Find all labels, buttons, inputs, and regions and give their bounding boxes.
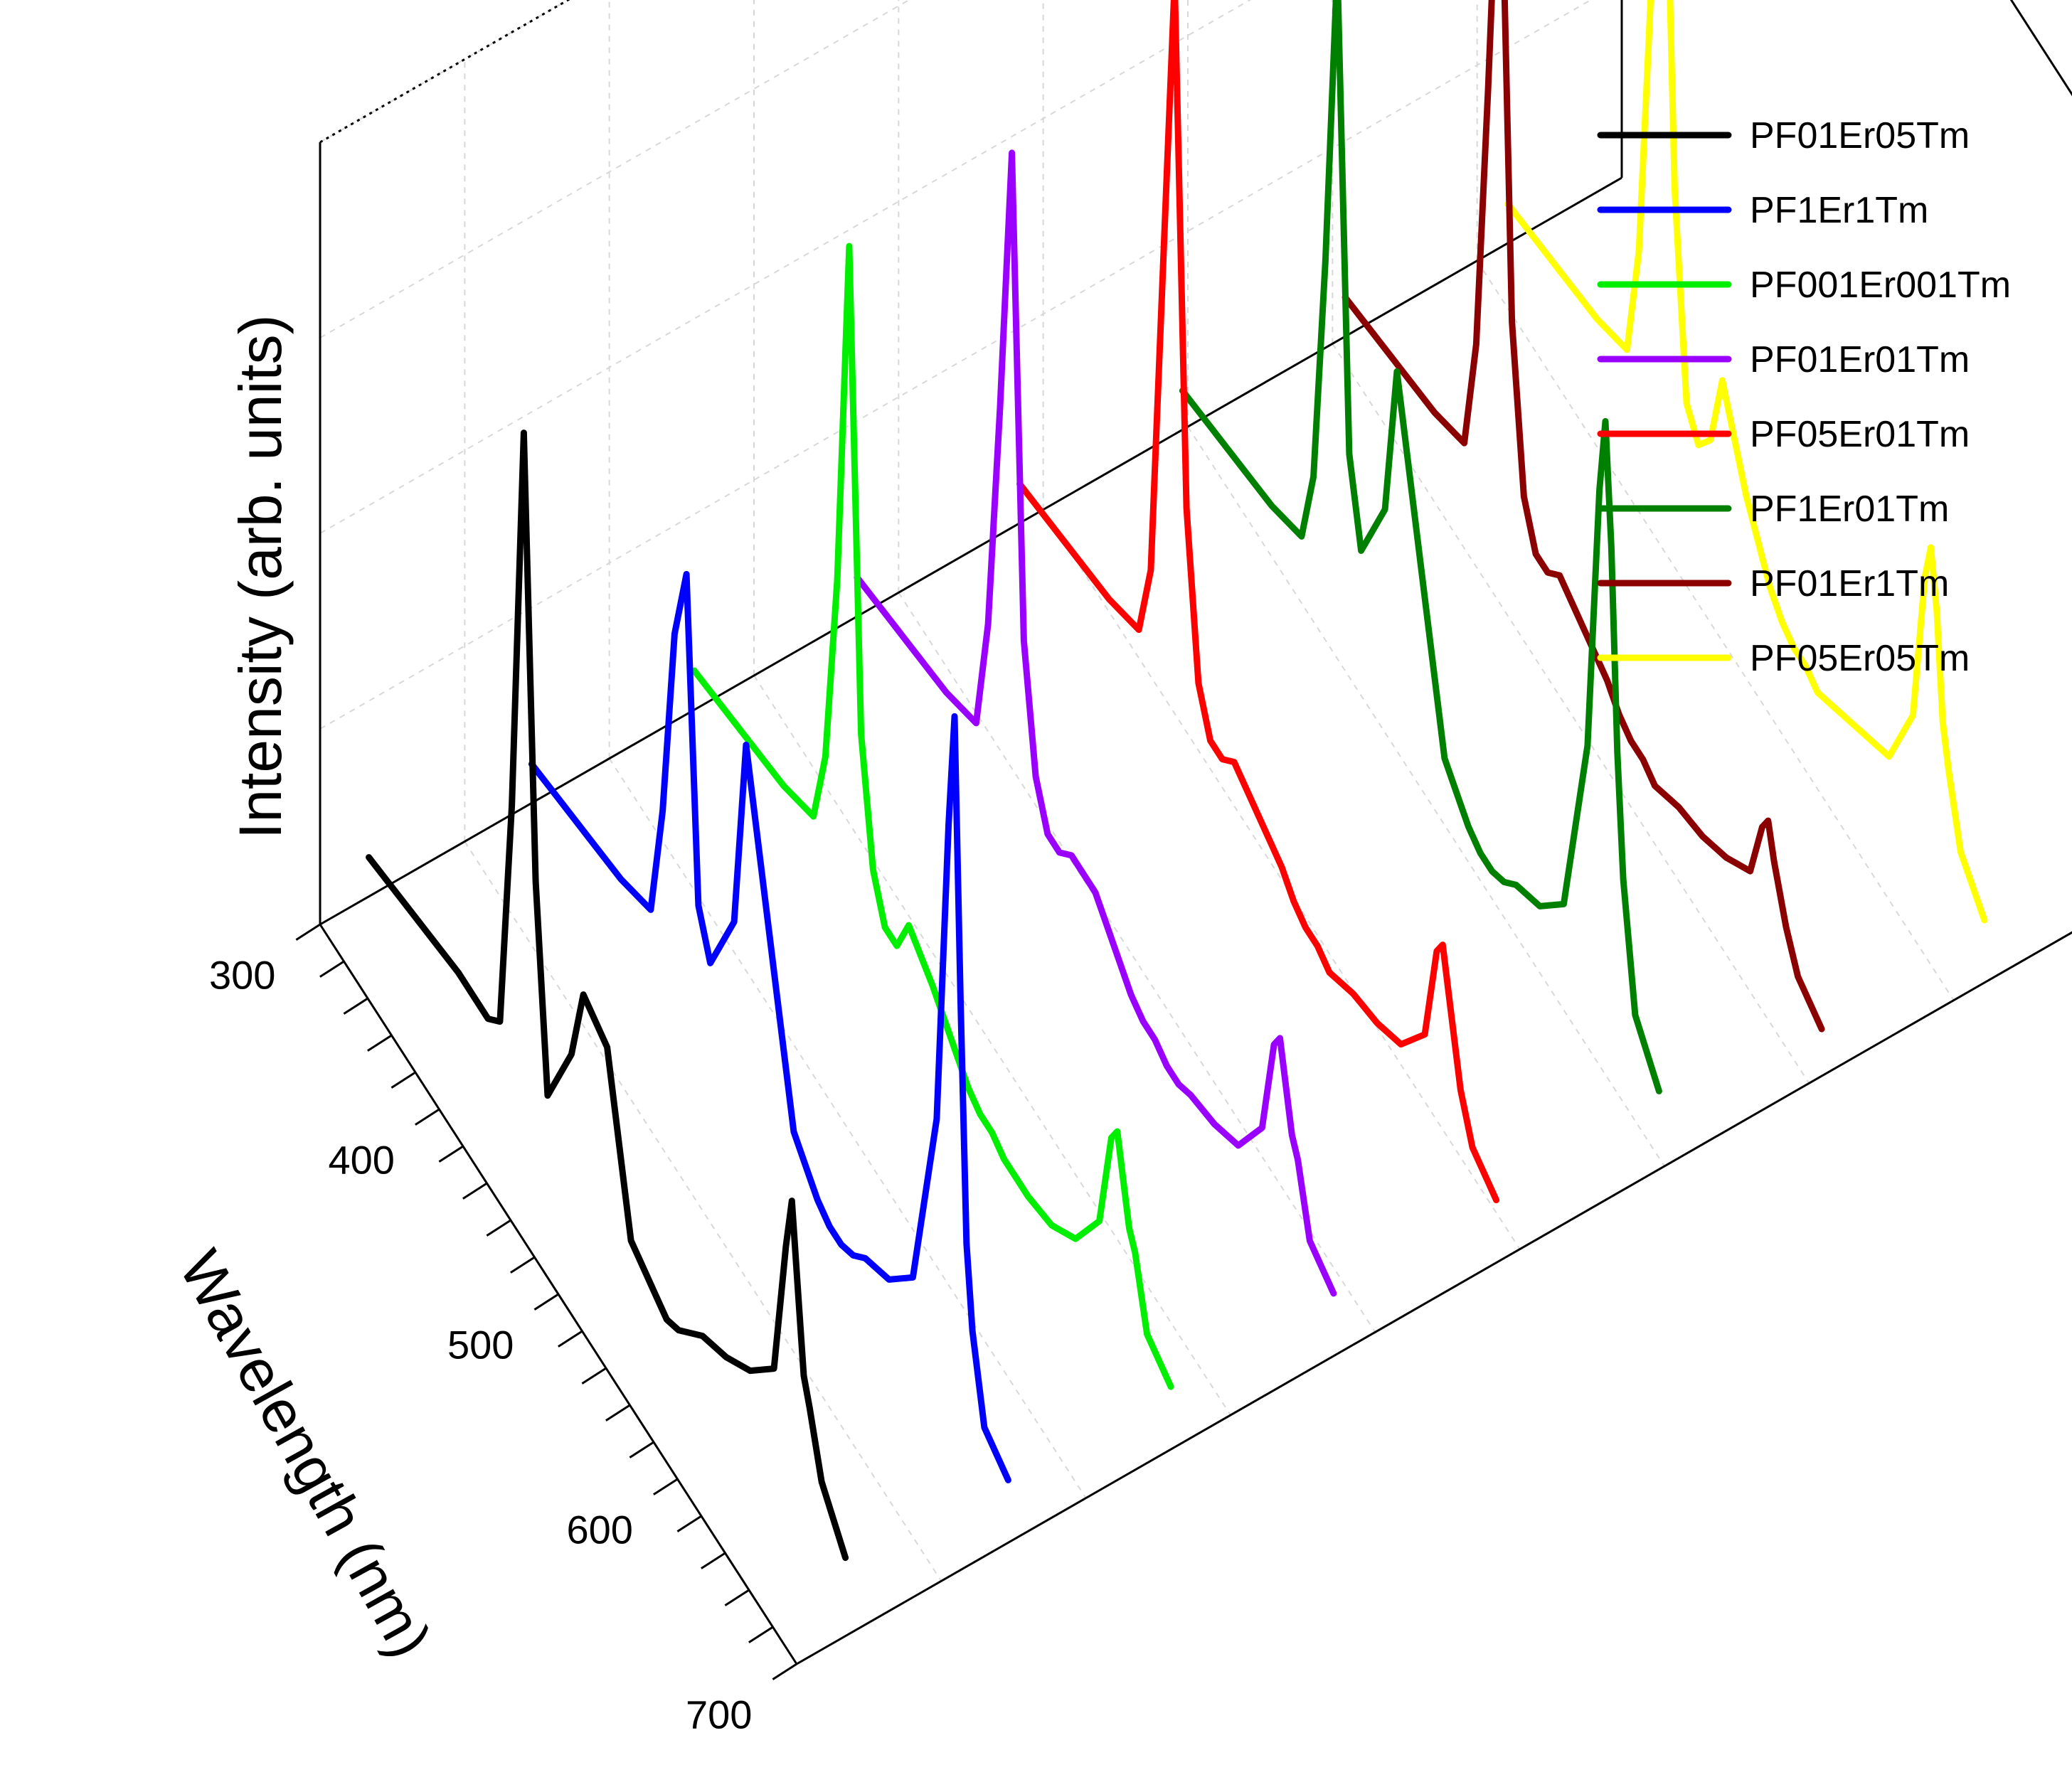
x-tick-label: 600 <box>566 1507 632 1552</box>
x-tick <box>653 1478 679 1495</box>
axis-box-edge <box>319 0 570 144</box>
x-tick <box>629 1441 654 1458</box>
x-tick-label: 400 <box>328 1137 394 1182</box>
legend: PF01Er05Tm PF1Er1Tm PF001Er001Tm PF01Er01Tm… <box>1597 115 2011 679</box>
x-tick <box>319 960 345 978</box>
series-line-pf1er01tm <box>1179 0 1662 1094</box>
series-line-pf05er01tm <box>1016 0 1500 1204</box>
axis-box-edge <box>319 176 1622 926</box>
x-tick <box>391 1071 416 1089</box>
series-line-pf01er05tm <box>366 430 849 1562</box>
grid-line <box>1476 260 1955 1001</box>
x-axis-ticks: 300 400 500 600 700 <box>209 923 797 1737</box>
x-tick-label: 300 <box>209 952 275 997</box>
x-tick <box>510 1256 536 1274</box>
grid-line <box>464 841 942 1582</box>
legend-label: PF05Er01Tm <box>1750 414 1970 455</box>
grid-line <box>753 675 1231 1416</box>
grid-lines <box>319 0 1955 1582</box>
x-axis-title: Wavelength (nm) <box>166 1239 445 1668</box>
x-tick <box>367 1034 393 1052</box>
x-tick <box>533 1293 559 1311</box>
series-line-pf1er1tm <box>528 570 1011 1483</box>
grid-line <box>898 592 1376 1333</box>
legend-label: PF1Er01Tm <box>1750 489 1949 530</box>
x-tick <box>295 923 321 941</box>
grid-line <box>1332 343 1810 1084</box>
legend-label: PF1Er1Tm <box>1750 190 1928 231</box>
x-tick-label: 500 <box>447 1322 514 1367</box>
x-tick <box>581 1367 607 1385</box>
x-tick <box>462 1182 488 1200</box>
grid-line <box>319 0 1252 534</box>
x-tick <box>558 1330 583 1348</box>
legend-label: PF01Er1Tm <box>1750 563 1949 604</box>
z-axis-title: Intensity (arb. units) <box>227 314 294 839</box>
grid-line <box>319 0 570 143</box>
axis-box-edge <box>2009 0 2072 97</box>
series-line-pf001er001tm <box>691 242 1174 1390</box>
x-tick <box>605 1404 631 1422</box>
x-tick <box>701 1552 726 1569</box>
grid-line <box>1187 426 1665 1167</box>
x-tick <box>748 1626 774 1643</box>
x-tick <box>724 1589 750 1606</box>
series-line-pf01er01tm <box>854 149 1337 1297</box>
legend-label: PF05Er05Tm <box>1750 638 1970 679</box>
grid-line <box>608 758 1087 1499</box>
legend-label: PF01Er01Tm <box>1750 339 1970 380</box>
series-group <box>366 0 1988 1562</box>
x-tick-label: 700 <box>686 1692 752 1737</box>
x-tick <box>486 1219 511 1237</box>
legend-label: PF01Er05Tm <box>1750 115 1970 156</box>
legend-label: PF001Er001Tm <box>1750 265 2011 306</box>
x-tick <box>343 997 368 1015</box>
x-tick <box>772 1663 797 1680</box>
x-tick <box>676 1515 702 1532</box>
x-tick <box>415 1108 440 1126</box>
x-tick <box>438 1145 464 1163</box>
grid-line <box>1042 509 1521 1250</box>
grid-line <box>319 0 910 338</box>
series-line-pf05er05tm <box>1504 0 1988 924</box>
axis-box-edge <box>796 931 2072 1665</box>
